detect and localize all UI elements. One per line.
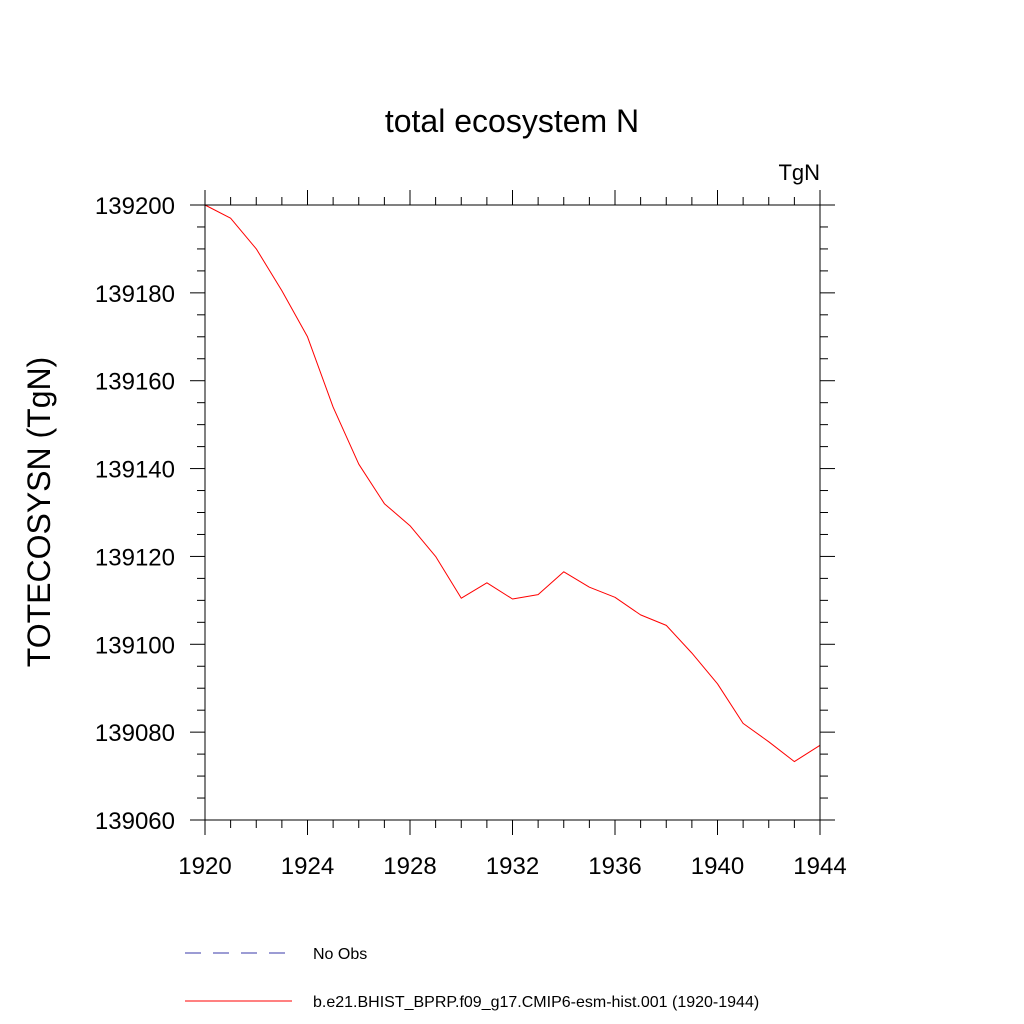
y-tick-label: 139200	[95, 193, 175, 220]
y-axis-label: TOTECOSYSN (TgN)	[21, 357, 57, 668]
x-tick-labels: 1920 1924 1928 1932 1936 1940 1944	[178, 853, 846, 880]
x-tick-label: 1936	[588, 853, 641, 880]
y-tick-label: 139100	[95, 632, 175, 659]
x-tick-label: 1932	[486, 853, 539, 880]
y-tick-label: 139060	[95, 808, 175, 835]
legend-label-model-run: b.e21.BHIST_BPRP.f09_g17.CMIP6-esm-hist.…	[313, 994, 759, 1011]
y-tick-label: 139120	[95, 544, 175, 571]
x-tick-label: 1928	[383, 853, 436, 880]
x-tick-label: 1944	[793, 853, 846, 880]
x-tick-label: 1924	[281, 853, 334, 880]
y-tick-label: 139140	[95, 457, 175, 484]
minor-ticks	[197, 197, 828, 828]
y-tick-label: 139080	[95, 720, 175, 747]
chart-title: total ecosystem N	[385, 103, 639, 139]
legend: No Obs b.e21.BHIST_BPRP.f09_g17.CMIP6-es…	[185, 946, 759, 1011]
x-tick-label: 1920	[178, 853, 231, 880]
x-tick-label: 1940	[691, 853, 744, 880]
series-lines	[204, 204, 821, 763]
y-tick-labels: 139060 139080 139100 139120 139140 139160 1391…	[95, 193, 175, 835]
y-tick-label: 139160	[95, 369, 175, 396]
plot-frame	[204, 204, 821, 821]
y-tick-label: 139180	[95, 281, 175, 308]
units-label: TgN	[778, 160, 820, 185]
major-ticks	[190, 190, 835, 835]
series-line	[204, 204, 821, 763]
legend-label-no-obs: No Obs	[313, 946, 367, 963]
